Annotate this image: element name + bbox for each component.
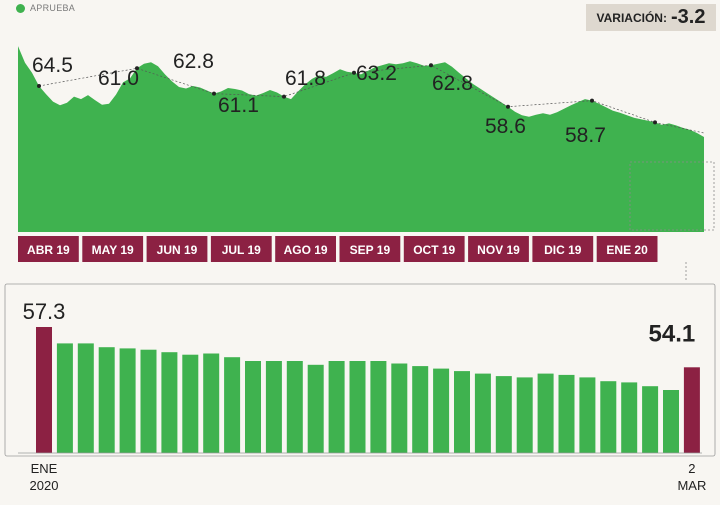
bar	[119, 348, 136, 453]
month-label: ABR 19	[27, 243, 70, 257]
bar	[683, 367, 700, 453]
top-area-chart: 64.561.062.861.161.8 63.2 62.858.6 58.7	[18, 46, 715, 282]
month-tab	[403, 236, 465, 262]
month-label: DIC 19	[544, 243, 582, 257]
bar	[391, 363, 408, 453]
annotation-label: 62.8	[432, 72, 473, 95]
bottom-bar-chart: 57.3 54.1 ENE 2020 2 MAR	[4, 283, 716, 493]
month-tab	[532, 236, 594, 262]
annotation-point	[352, 70, 356, 75]
annotation-point	[506, 104, 510, 109]
month-tab	[339, 236, 401, 262]
bar	[600, 381, 617, 453]
bottom-panel	[4, 283, 716, 457]
legend-label: APRUEBA	[30, 3, 76, 13]
annotation-leader	[38, 64, 705, 134]
bar	[663, 390, 679, 453]
legend-swatch	[16, 3, 25, 13]
bar	[474, 373, 491, 453]
variation-value: -3.2	[670, 6, 706, 28]
bar	[161, 352, 178, 453]
bar	[224, 357, 241, 453]
month-label: SEP 19	[350, 243, 391, 257]
month-label: MAY 19	[92, 243, 134, 257]
bar	[245, 361, 261, 453]
zoom-box	[629, 161, 715, 231]
bar	[56, 343, 73, 453]
legend: APRUEBA	[16, 3, 75, 13]
bar	[579, 377, 596, 453]
bar	[36, 327, 52, 453]
annotation-point	[653, 120, 657, 125]
annotation-point	[590, 98, 594, 103]
bar	[203, 353, 220, 453]
bar	[349, 361, 366, 453]
month-tab	[210, 236, 272, 262]
month-tab	[596, 236, 658, 262]
annotation-label: 63.2	[356, 62, 397, 85]
area-series-aprueba	[18, 46, 704, 232]
month-tab	[18, 236, 79, 262]
variation-badge: VARIACIÓN: -3.2	[586, 4, 716, 31]
bar	[495, 376, 512, 453]
bar	[328, 361, 345, 453]
x-label-end-1: 2	[688, 461, 695, 476]
variation-label: VARIACIÓN:	[596, 10, 667, 25]
bar	[182, 354, 199, 453]
bar	[537, 373, 554, 453]
annotation-point	[37, 84, 41, 88]
annotation-label: 64.5	[32, 54, 73, 77]
x-label-end-2: MAR	[677, 478, 706, 493]
bar	[98, 347, 115, 453]
month-label: OCT 19	[413, 243, 455, 257]
month-tab	[275, 236, 336, 262]
bar	[140, 349, 157, 453]
bar	[454, 371, 470, 453]
bar	[307, 364, 324, 453]
month-label: AGO 19	[284, 243, 328, 257]
month-label: NOV 19	[477, 243, 520, 257]
month-tab	[146, 236, 208, 262]
month-label: JUL 19	[222, 243, 261, 257]
last-bar-label: 54.1	[649, 320, 696, 347]
bar	[370, 361, 387, 453]
first-bar-label: 57.3	[23, 299, 66, 324]
bar	[286, 361, 303, 453]
annotation-point	[135, 66, 139, 71]
annotation-label: 61.1	[218, 94, 259, 117]
month-tab	[82, 236, 144, 262]
annotation-label: 61.8	[285, 67, 326, 90]
month-label: ENE 20	[606, 243, 648, 257]
bar	[433, 368, 450, 453]
month-axis: ABR 19 MAY 19 JUN 19 JUL 19 AGO 19 SEP 19 OCT …	[18, 236, 658, 262]
annotation-point	[429, 63, 433, 68]
bar	[412, 366, 429, 453]
annotation-point	[212, 91, 216, 96]
bar	[77, 343, 94, 453]
annotation-label: 62.8	[173, 50, 214, 73]
bar	[621, 382, 638, 453]
bar	[558, 374, 575, 453]
annotation-point	[282, 94, 286, 99]
month-label: JUN 19	[157, 243, 198, 257]
annotation-label: 58.7	[565, 124, 606, 147]
bar	[265, 361, 282, 453]
x-label-start-1: ENE	[31, 461, 58, 476]
annotation-label: 61.0	[98, 67, 139, 90]
bar	[516, 377, 533, 453]
annotation-label: 58.6	[485, 115, 526, 138]
bar	[642, 386, 659, 453]
month-tab	[468, 236, 529, 262]
x-label-start-2: 2020	[30, 478, 59, 493]
